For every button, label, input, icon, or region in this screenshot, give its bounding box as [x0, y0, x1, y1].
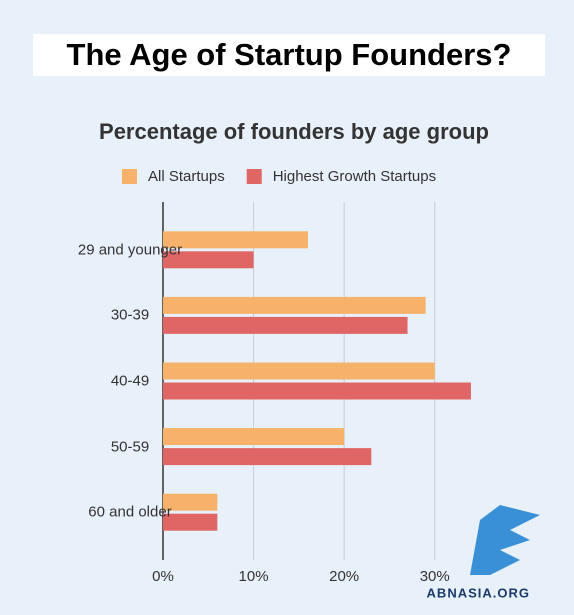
x-tick-label: 30% [420, 568, 450, 585]
chart-title: Percentage of founders by age group [99, 119, 489, 144]
bar [163, 382, 471, 400]
legend-label: All Startups [148, 168, 225, 185]
legend-swatch [122, 169, 137, 184]
bar [163, 513, 218, 531]
bar [163, 493, 218, 511]
legend-label: Highest Growth Startups [273, 168, 436, 185]
bar [163, 231, 308, 249]
x-tick-label: 10% [239, 568, 269, 585]
logo [470, 505, 540, 575]
y-tick-label: 29 and younger [77, 241, 183, 259]
y-tick-label: 30-39 [110, 306, 150, 324]
bar [163, 296, 426, 314]
legend-swatch [246, 169, 262, 184]
bar [163, 316, 408, 334]
y-tick-label: 60 and older [88, 503, 172, 521]
watermark: ABNASIA.ORG [427, 585, 530, 600]
y-tick-label: 50-59 [110, 438, 150, 456]
banner-title: The Age of Startup Founders? [33, 34, 545, 76]
x-tick-label: 0% [152, 568, 174, 585]
bar [163, 251, 254, 269]
bar [163, 362, 435, 380]
bar [163, 448, 372, 466]
y-tick-label: 40-49 [110, 372, 150, 390]
bar [163, 428, 345, 446]
x-tick-label: 20% [329, 568, 359, 585]
